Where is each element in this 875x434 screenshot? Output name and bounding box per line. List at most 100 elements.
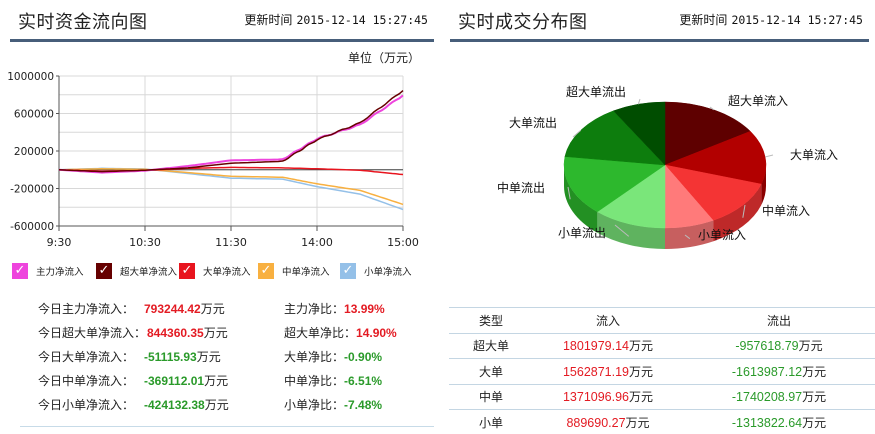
cell-outflow: -957618.79万元 [683, 332, 875, 359]
checkbox-checked-icon[interactable]: ✓ [12, 262, 28, 279]
ratio-value: 14.90% [356, 326, 397, 340]
pie-slice-side [713, 184, 762, 242]
header-type: 类型 [449, 307, 533, 333]
ratio-value: 13.99% [344, 302, 385, 316]
cell-inflow: 889690.27万元 [533, 409, 683, 434]
x-tick-label: 11:30 [215, 236, 247, 249]
ratio: 中单净比：-6.51% [284, 372, 382, 389]
pie-sides [564, 165, 766, 249]
pie-label: 超大单流入 [728, 93, 788, 108]
pie-label: 大单流入 [790, 148, 838, 162]
pie-slice[interactable] [613, 101, 666, 166]
stat-number: -369112.01 [144, 374, 205, 388]
ratio-label: 中单净比： [284, 374, 345, 388]
trade-distribution-panel: 实时成交分布图 更新时间 2015-12-14 15:27:45 [440, 0, 875, 434]
chart-series [58, 90, 404, 211]
unit: 万元 [798, 339, 823, 354]
legend-label: 小单净流入 [364, 266, 412, 278]
pie-slice-side [597, 211, 665, 249]
inflow-value: 1371096.96 [562, 390, 630, 405]
cell-outflow: -1613987.12万元 [683, 358, 875, 384]
unit: 万元 [629, 364, 654, 379]
cell-type: 小单 [449, 409, 533, 434]
divider [20, 426, 434, 427]
checkbox-checked-icon[interactable]: ✓ [258, 262, 274, 279]
cell-type: 超大单 [449, 332, 533, 359]
ratio-value: -7.48% [344, 398, 383, 412]
legend-toggle[interactable]: ✓ 小单净流入 [340, 262, 412, 279]
inflow-value: 889690.27 [566, 415, 626, 430]
pie-slice[interactable] [563, 156, 666, 213]
stat-unit: 万元 [200, 302, 225, 316]
header-inflow: 流入 [533, 307, 683, 333]
pie-label: 中单流入 [762, 203, 810, 218]
legend-label: 大单净流入 [203, 266, 251, 278]
fund-flow-line-chart: 9:30 10:30 11:30 14:00 15:00 1000000 600000 200… [7, 71, 419, 249]
stat-unit: 万元 [204, 398, 229, 412]
legend-toggle[interactable]: ✓ 主力净流入 [12, 262, 84, 279]
ratio-label: 超大单净比： [284, 326, 357, 340]
stat-row: 今日主力净流入： 793244.42万元 主力净比：13.99% [0, 300, 440, 320]
y-tick-label: 200000 [14, 146, 54, 158]
stat-label: 今日小单净流入： [38, 398, 135, 412]
inflow-value: 1801979.14 [562, 339, 630, 354]
inflow-value: 1562871.19 [562, 364, 630, 379]
panel-title: 实时成交分布图 [458, 12, 588, 33]
pie-slice[interactable] [564, 110, 666, 166]
update-label: 更新时间 [679, 13, 728, 27]
outflow-value: -1313822.64 [731, 415, 803, 430]
pie-top [563, 101, 767, 229]
legend-toggle[interactable]: ✓ 超大单净流入 [96, 262, 177, 279]
line-series [58, 90, 404, 173]
stat-unit: 万元 [196, 350, 221, 364]
stat-label: 今日主力净流入： [38, 302, 135, 316]
pie-slice[interactable] [664, 131, 767, 185]
cell-outflow: -1313822.64万元 [683, 409, 875, 434]
ratio: 主力净比：13.99% [284, 300, 385, 317]
unit-label: 单位（万元） [347, 51, 420, 65]
legend-label: 超大单净流入 [120, 266, 178, 278]
ratio-label: 大单净比： [284, 350, 345, 364]
checkbox-checked-icon[interactable]: ✓ [340, 262, 356, 279]
cell-type: 中单 [449, 383, 533, 410]
y-tick-label: 600000 [14, 109, 54, 121]
stat-label: 今日中单净流入： [38, 374, 135, 388]
stat-unit: 万元 [203, 326, 228, 340]
outflow-value: -1613987.12 [731, 364, 803, 379]
update-timestamp: 更新时间 2015-12-14 15:27:45 [679, 11, 863, 28]
table-row: 超大单 1801979.14 万元 -957618.79万元 [449, 332, 875, 359]
stat-value: 793244.42万元 [144, 300, 225, 317]
stat-number: 793244.42 [144, 302, 201, 316]
cell-inflow: 1371096.96万元 [533, 383, 683, 410]
pie-slice-side [564, 165, 598, 233]
legend-toggle[interactable]: ✓ 中单净流入 [258, 262, 330, 279]
checkbox-checked-icon[interactable]: ✓ [96, 262, 112, 279]
pie-slice[interactable] [596, 164, 666, 229]
pie-slice[interactable] [664, 164, 762, 221]
stat-number: 844360.35 [147, 326, 204, 340]
update-time: 2015-12-14 15:27:45 [731, 13, 863, 27]
checkbox-checked-icon[interactable]: ✓ [179, 262, 195, 279]
ratio-value: -0.90% [344, 350, 383, 364]
line-series [58, 168, 404, 206]
flow-table: 类型 流入 流出 超大单 1801979.14万元 -957618.79万元 大单 15… [449, 307, 875, 434]
chart-axes: 9:30 10:30 11:30 14:00 15:00 1000000 600000 200… [7, 71, 419, 249]
table-row: 中单 1371096.96万元 -1740208.97万元 [449, 383, 875, 410]
unit: 万元 [625, 415, 650, 430]
legend-label: 中单净流入 [282, 266, 330, 278]
table-row: 大单 1562871.19万元 -1613987.12万元 [449, 358, 875, 384]
y-tick-label: 1000000 [7, 71, 54, 83]
stat-unit: 万元 [204, 374, 229, 388]
x-tick-label: 15:00 [387, 236, 419, 249]
unit: 万元 [802, 364, 827, 379]
header-outflow: 流出 [683, 307, 875, 333]
update-label: 更新时间 [244, 13, 293, 27]
legend-toggle[interactable]: ✓ 大单净流入 [179, 262, 251, 279]
table-header-row: 类型 流入 流出 [449, 307, 875, 333]
stat-value: -51115.93万元 [144, 348, 221, 365]
stat-row: 今日大单净流入： -51115.93万元 大单净比：-0.90% [0, 348, 440, 368]
outflow-value: -1740208.97 [731, 390, 803, 405]
y-tick-label: -600000 [10, 221, 54, 233]
